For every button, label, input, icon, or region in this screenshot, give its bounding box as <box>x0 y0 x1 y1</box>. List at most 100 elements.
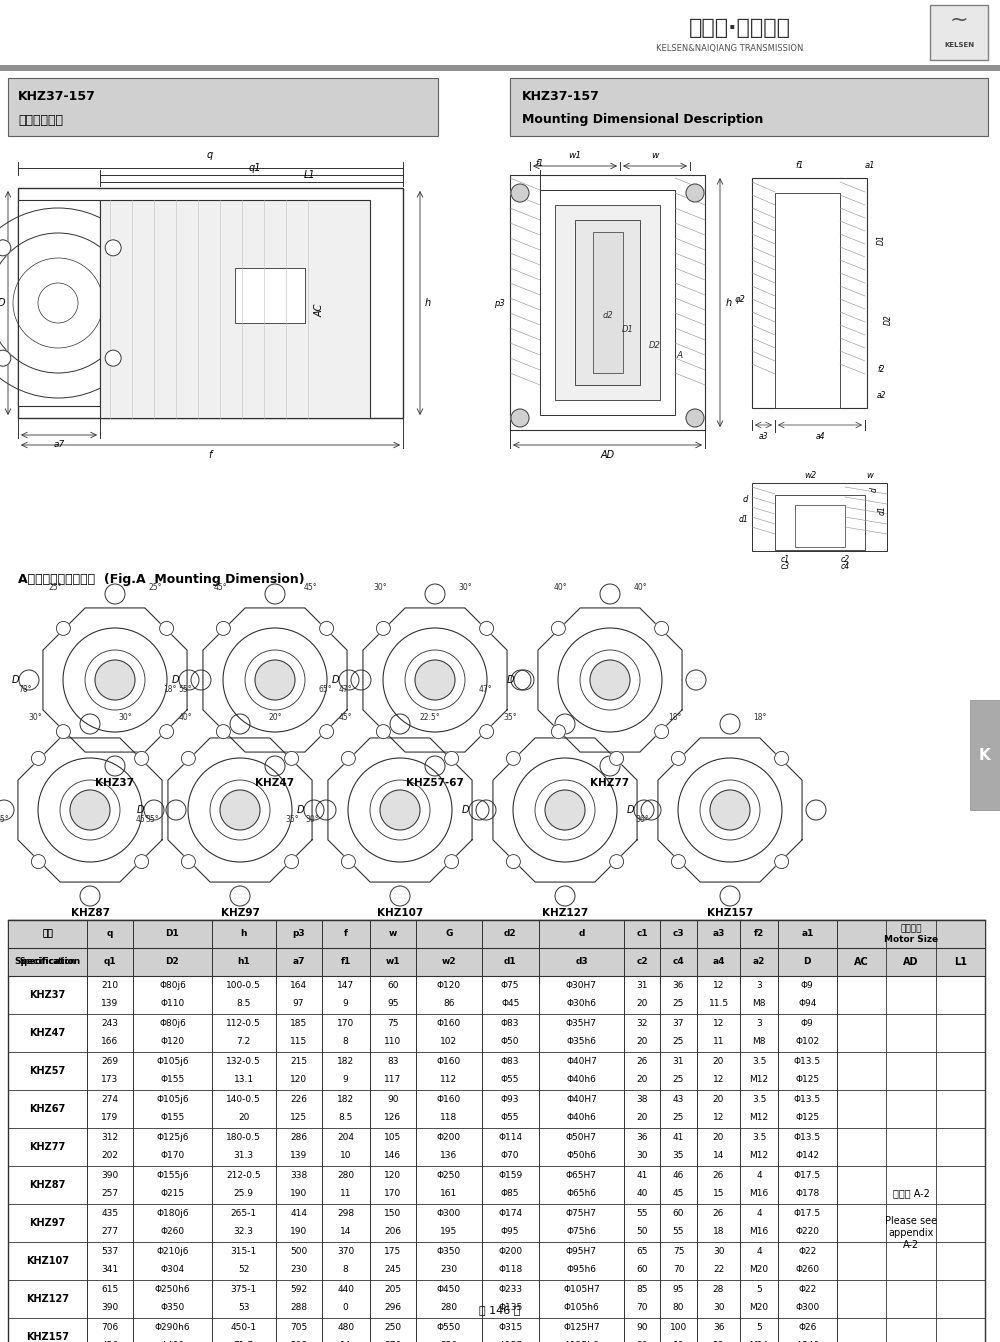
Text: KHZ107: KHZ107 <box>377 909 423 918</box>
Circle shape <box>320 621 334 635</box>
Text: 230: 230 <box>290 1266 307 1275</box>
Text: Φ210j6: Φ210j6 <box>156 1248 189 1256</box>
Text: h: h <box>425 298 431 309</box>
Text: 25: 25 <box>673 1000 684 1008</box>
Text: Φ13.5: Φ13.5 <box>794 1134 821 1142</box>
Text: D: D <box>462 805 469 815</box>
Text: 265-1: 265-1 <box>231 1209 257 1219</box>
Text: D1: D1 <box>622 326 634 334</box>
Text: 45°: 45° <box>135 816 149 824</box>
Text: Φ174: Φ174 <box>498 1209 522 1219</box>
Circle shape <box>476 800 496 820</box>
Text: KHZ47: KHZ47 <box>255 778 295 788</box>
Text: ~: ~ <box>950 9 968 30</box>
Text: 212-0.5: 212-0.5 <box>226 1172 261 1181</box>
Circle shape <box>105 756 125 776</box>
Text: 90: 90 <box>387 1095 399 1104</box>
Text: 210: 210 <box>101 981 119 990</box>
Bar <box>18 188 403 417</box>
Circle shape <box>775 752 789 765</box>
Text: q: q <box>207 150 213 160</box>
Text: 3: 3 <box>756 1020 762 1028</box>
Text: D2: D2 <box>166 957 179 966</box>
Circle shape <box>686 409 704 427</box>
Circle shape <box>806 800 826 820</box>
Text: D: D <box>626 805 634 815</box>
Text: Φ85: Φ85 <box>501 1189 519 1198</box>
Text: D: D <box>332 675 339 684</box>
Text: 161: 161 <box>440 1189 457 1198</box>
Text: 86: 86 <box>443 1000 455 1008</box>
Text: 3.5: 3.5 <box>752 1134 766 1142</box>
Text: Φ22: Φ22 <box>798 1286 816 1295</box>
Text: 45°: 45° <box>0 816 9 824</box>
Text: a4: a4 <box>815 432 825 442</box>
Text: 8: 8 <box>343 1037 349 1047</box>
Text: d1: d1 <box>504 957 517 966</box>
Text: KHZ57-67: KHZ57-67 <box>406 778 464 788</box>
Circle shape <box>551 725 565 738</box>
Circle shape <box>655 725 669 738</box>
Text: 70: 70 <box>673 1266 684 1275</box>
Text: KHZ37: KHZ37 <box>29 990 66 1000</box>
Text: 20: 20 <box>637 1114 648 1122</box>
Text: 50: 50 <box>637 1228 648 1236</box>
Text: 12: 12 <box>713 1075 724 1084</box>
Text: Φ40h6: Φ40h6 <box>567 1114 596 1122</box>
Circle shape <box>425 584 445 604</box>
Text: 102: 102 <box>440 1037 457 1047</box>
Text: p3: p3 <box>494 298 505 307</box>
Text: 139: 139 <box>290 1151 307 1161</box>
Text: Φ30h6: Φ30h6 <box>566 1000 596 1008</box>
Text: Φ40h6: Φ40h6 <box>567 1075 596 1084</box>
Text: w: w <box>867 471 873 479</box>
Circle shape <box>545 790 585 829</box>
Text: 31: 31 <box>673 1057 684 1067</box>
Text: w1: w1 <box>386 957 400 966</box>
Text: 43: 43 <box>673 1095 684 1104</box>
Circle shape <box>686 184 704 203</box>
Circle shape <box>641 800 661 820</box>
Bar <box>18 200 100 407</box>
Text: A: A <box>677 350 683 360</box>
Circle shape <box>380 790 420 829</box>
Text: 592: 592 <box>290 1286 307 1295</box>
Text: Φ110: Φ110 <box>160 1000 185 1008</box>
Bar <box>752 178 867 408</box>
Text: KHZ127: KHZ127 <box>542 909 588 918</box>
Text: 4: 4 <box>756 1248 762 1256</box>
Text: c4: c4 <box>673 957 684 966</box>
Text: 120: 120 <box>290 1075 307 1084</box>
Circle shape <box>19 670 39 690</box>
Text: M16: M16 <box>749 1228 769 1236</box>
Text: M16: M16 <box>749 1189 769 1198</box>
Circle shape <box>166 800 186 820</box>
Circle shape <box>285 855 299 868</box>
Text: 202: 202 <box>101 1151 118 1161</box>
Text: 280: 280 <box>337 1172 354 1181</box>
Circle shape <box>445 752 459 765</box>
Text: d: d <box>578 930 585 938</box>
Text: Φ9: Φ9 <box>801 1020 814 1028</box>
Text: KELSEN&NAIQIANG TRANSMISSION: KELSEN&NAIQIANG TRANSMISSION <box>656 43 804 52</box>
Circle shape <box>135 752 149 765</box>
Text: Φ40H7: Φ40H7 <box>566 1095 597 1104</box>
Text: M8: M8 <box>752 1000 766 1008</box>
Text: d1: d1 <box>738 515 748 525</box>
Circle shape <box>0 350 11 366</box>
Text: p3: p3 <box>292 930 305 938</box>
Text: 280: 280 <box>440 1303 457 1312</box>
Text: 8.5: 8.5 <box>237 1000 251 1008</box>
Bar <box>930 5 988 60</box>
Text: 25.9: 25.9 <box>234 1189 254 1198</box>
Circle shape <box>775 855 789 868</box>
Text: 47°: 47° <box>338 686 352 695</box>
Text: q: q <box>107 930 113 938</box>
Text: 70: 70 <box>637 1303 648 1312</box>
Text: 12: 12 <box>713 1114 724 1122</box>
Text: 173: 173 <box>101 1075 119 1084</box>
Text: Φ250h6: Φ250h6 <box>155 1286 190 1295</box>
Text: KHZ157: KHZ157 <box>26 1333 69 1342</box>
Text: 见附录 A-2: 见附录 A-2 <box>893 1188 929 1198</box>
Text: 277: 277 <box>101 1228 119 1236</box>
